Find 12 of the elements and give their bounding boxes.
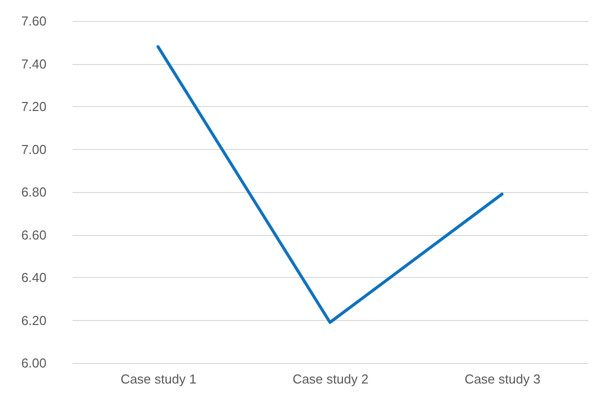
y-tick-label: 6.00 — [21, 356, 46, 370]
y-tick-label: 7.60 — [21, 14, 46, 28]
y-tick-label: 6.20 — [21, 312, 46, 328]
y-tick-label: 7.20 — [21, 99, 46, 114]
x-tick-label: Case study 3 — [464, 372, 540, 386]
x-tick-label: Case study 2 — [292, 372, 368, 386]
y-tick-label: 6.60 — [21, 227, 46, 242]
x-tick-label: Case study 1 — [120, 372, 196, 386]
y-tick-label: 7.00 — [21, 142, 46, 157]
y-tick-label: 6.40 — [21, 270, 46, 285]
y-tick-label: 7.40 — [21, 56, 46, 72]
y-tick-label: 6.80 — [21, 184, 46, 200]
